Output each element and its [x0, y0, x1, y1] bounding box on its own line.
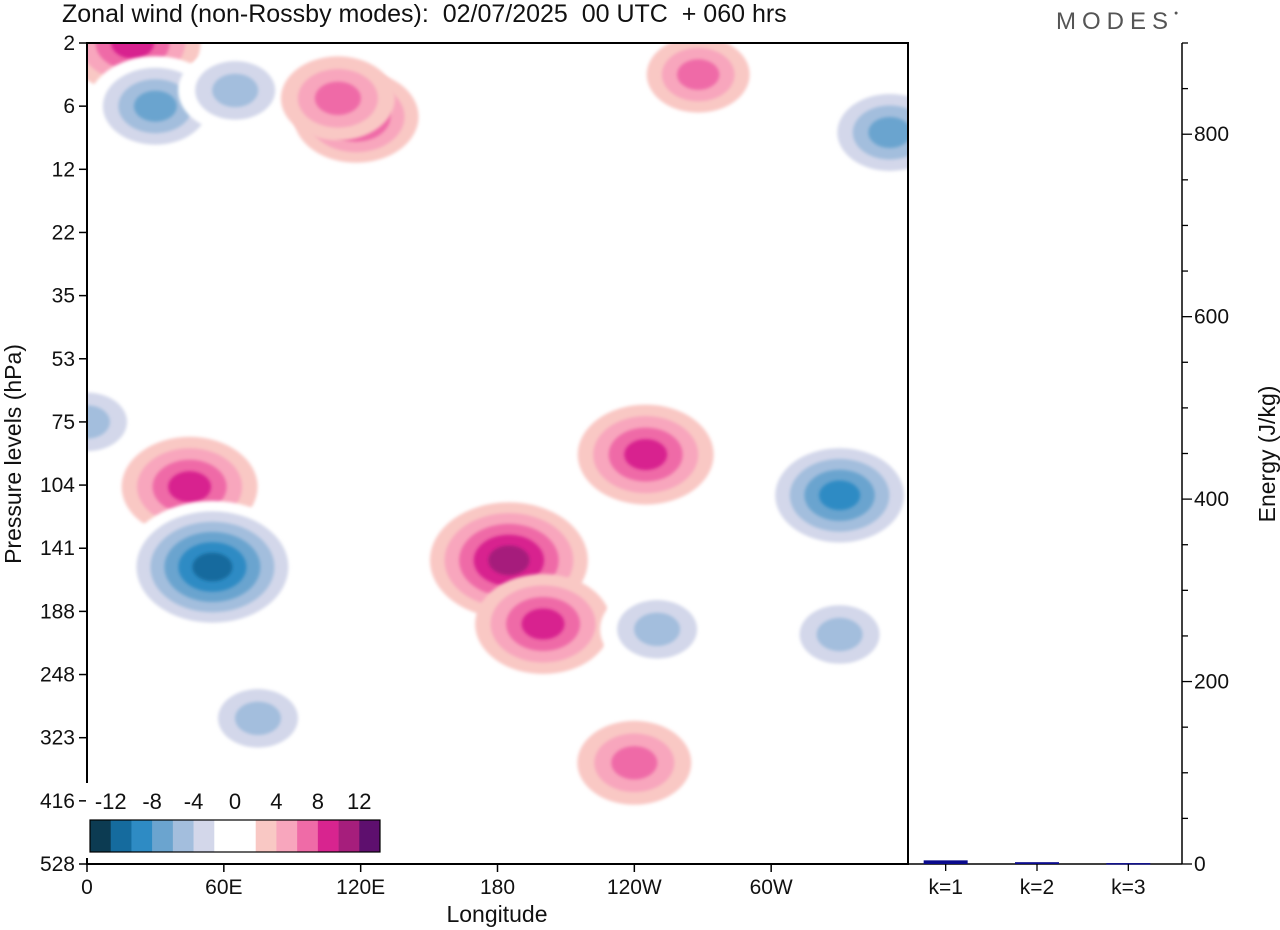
colorbar-swatch	[297, 820, 319, 852]
x-tick-label: 120E	[336, 876, 385, 899]
colorbar-tick-label: 4	[270, 789, 282, 814]
y-tick-label: 12	[52, 158, 75, 181]
energy-bar	[1015, 862, 1059, 864]
energy-bar-chart: 0 200 400 600 800 Energy (J/kg) k=1 k=2 k=3	[908, 42, 1280, 899]
colorbar-swatch	[193, 820, 215, 852]
colorbar-tick-label: -12	[95, 789, 127, 814]
energy-bar	[923, 860, 968, 864]
colorbar-swatch	[110, 820, 132, 852]
bar-y-tick-label: 800	[1194, 123, 1229, 146]
heatmap-feature	[122, 501, 303, 633]
heatmap-contour	[611, 746, 658, 780]
heatmap-contour	[212, 73, 259, 108]
y-tick-label: 6	[63, 95, 75, 118]
y-tick-label: 141	[40, 537, 75, 560]
bar-y-tick-label: 600	[1194, 306, 1229, 329]
x-tick-label: 180	[480, 876, 515, 899]
colorbar-tick-label: 8	[312, 789, 324, 814]
energy-bar	[1106, 863, 1151, 865]
colorbar-tick-label: 12	[347, 789, 371, 814]
chart-title: Zonal wind (non-Rossby modes): 02/07/202…	[62, 0, 787, 28]
heatmap-feature	[782, 592, 897, 677]
colorbar-swatch	[214, 820, 236, 852]
heatmap-feature	[280, 56, 395, 141]
colorbar-swatch	[152, 820, 174, 852]
colorbar-swatch	[276, 820, 298, 852]
colorbar-swatch	[172, 820, 194, 852]
colorbar-swatch	[90, 820, 112, 852]
heatmap-feature	[201, 676, 315, 761]
colorbar-tick-label: -8	[142, 789, 162, 814]
bar-category-label: k=1	[928, 876, 962, 899]
heatmap-feature	[87, 379, 144, 464]
y-tick-label: 188	[40, 600, 75, 623]
heatmap-contour	[624, 439, 668, 471]
heatmap-contour	[488, 545, 530, 576]
heatmap-plot	[87, 43, 908, 805]
x-axis-title: Longitude	[446, 901, 547, 927]
bar-category-label: k=2	[1020, 876, 1054, 899]
heatmap-feature	[475, 574, 612, 674]
y-tick-label: 104	[40, 474, 75, 497]
heatmap-feature	[600, 587, 715, 672]
heatmap-contour	[868, 117, 908, 148]
colorbar-tick-label: 0	[229, 789, 241, 814]
y-tick-label: 53	[52, 348, 75, 371]
colorbar-swatch	[255, 820, 277, 852]
heatmap-contour	[168, 471, 212, 503]
heatmap-contour	[87, 405, 110, 439]
y-tick-label: 2	[63, 32, 75, 55]
heatmap-contour	[235, 701, 281, 735]
heatmap-feature	[178, 48, 293, 133]
colorbar-swatch	[338, 820, 360, 852]
heatmap-feature	[760, 437, 908, 554]
y-tick-label: 528	[40, 853, 75, 876]
bar-category-label: k=3	[1111, 876, 1145, 899]
colorbar-swatch	[235, 820, 257, 852]
bar-y-tick-label: 400	[1194, 488, 1229, 511]
colorbar-tick-label: -4	[184, 789, 204, 814]
heatmap-contour	[192, 552, 233, 582]
bar-y-tick-label: 200	[1194, 671, 1229, 694]
heatmap-contour	[677, 59, 720, 90]
y-tick-label: 75	[52, 411, 75, 434]
heatmap-feature	[821, 82, 908, 183]
colorbar-swatch	[131, 820, 153, 852]
bar-y-tick-label: 0	[1194, 853, 1206, 876]
heatmap-contour	[816, 617, 863, 652]
colorbar: -12 -8 -4 0 4 8 12	[86, 783, 384, 858]
colorbar-frame	[89, 819, 381, 853]
heatmap-feature	[577, 720, 692, 805]
y-tick-label: 323	[40, 727, 75, 750]
heatmap-contour	[133, 90, 177, 122]
y-tick-label: 416	[40, 790, 75, 813]
heatmap-contour	[521, 608, 565, 640]
x-tick-label: 60W	[750, 876, 793, 899]
x-tick-label: 0	[81, 876, 93, 899]
y-axis-title: Pressure levels (hPa)	[0, 344, 26, 564]
brand-text: MODES	[1056, 8, 1175, 35]
heatmap-contour	[111, 43, 155, 59]
heatmap-feature	[646, 43, 750, 113]
colorbar-swatch	[359, 820, 381, 852]
x-tick-label: 120W	[607, 876, 662, 899]
brand-logo: MODES●	[1056, 8, 1179, 35]
y-tick-label: 248	[40, 664, 75, 687]
heatmap-contour	[634, 612, 681, 646]
y-tick-label: 22	[52, 221, 75, 244]
y-tick-label: 35	[52, 285, 75, 308]
colorbar-swatch	[317, 820, 339, 852]
heatmap-feature	[577, 404, 714, 505]
heatmap-contour	[314, 81, 361, 116]
x-tick-label: 60E	[205, 876, 242, 899]
heatmap-contour	[819, 480, 861, 511]
bar-y-axis-title: Energy (J/kg)	[1254, 386, 1280, 523]
